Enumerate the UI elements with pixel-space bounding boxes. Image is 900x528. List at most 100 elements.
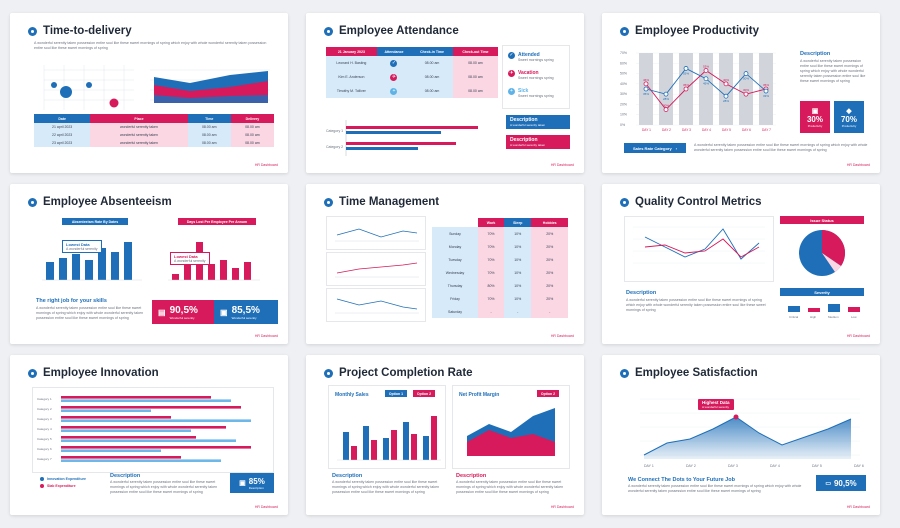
legend-label: Vacation <box>518 70 539 76</box>
table-row: Kim E. Anderson ✈ 08.00 am 08.00 am <box>326 70 498 84</box>
bubble <box>86 82 92 88</box>
slide-title: Employee Innovation <box>43 367 159 379</box>
slide-title: Employee Satisfaction <box>635 367 758 379</box>
attendance-bar-chart: Category 1 Category 2 <box>326 120 478 156</box>
column-bar <box>719 53 733 125</box>
bar <box>423 436 429 460</box>
sales-rate-category-button[interactable]: Sales Rate Category › <box>624 143 686 153</box>
bar <box>61 456 181 459</box>
description-title: Description <box>110 473 141 479</box>
description-title: Description <box>332 473 363 479</box>
data-label: 40% <box>723 78 729 82</box>
description-text: A wonderful serenity taken possession en… <box>628 484 802 493</box>
footer-label: HR Dashboard <box>254 334 278 338</box>
severity-label: Low <box>851 315 857 319</box>
slide-time-management[interactable]: Time Management Work Sleep Hobbies Sunday 7… <box>306 184 584 344</box>
bubble <box>60 86 72 98</box>
option-2-button[interactable]: Option 2 <box>413 390 435 397</box>
net-profit-panel: Net Profit Margin Option 2 <box>452 385 570 469</box>
footer-label: HR Dashboard <box>846 163 870 167</box>
legend-label: Sick <box>518 88 529 94</box>
column-header: Check-out Time <box>452 47 498 56</box>
bar <box>431 416 437 460</box>
slide-title: Employee Attendance <box>339 25 459 37</box>
data-label: 35% <box>683 83 689 87</box>
bullet-icon <box>28 368 37 378</box>
bar <box>346 147 418 150</box>
footer-label: HR Dashboard <box>550 334 574 338</box>
legend: Innovation Expenditure Slab Expenditure <box>40 477 86 488</box>
slide-project-completion-rate[interactable]: Project Completion Rate Monthly Sales Op… <box>306 355 584 515</box>
slide-employee-innovation[interactable]: Employee Innovation Category 1 Category 2… <box>10 355 288 515</box>
bar <box>61 406 241 409</box>
option-1-button[interactable]: Option 1 <box>385 390 407 397</box>
category-label: Category 6 <box>37 447 52 451</box>
bar <box>61 459 221 462</box>
bar <box>184 258 191 280</box>
productivity-line-chart: 0% 10% 20% 30% 40% 50% 60% 70% DAY 1 DAY 2 DAY 3 DA… <box>620 51 776 132</box>
line-series <box>643 416 852 456</box>
slide-employee-attendance[interactable]: Employee Attendance 21 January 2023 Atte… <box>306 13 584 173</box>
category-label: Category 2 <box>37 407 52 411</box>
data-point <box>763 88 769 94</box>
bar <box>61 436 196 439</box>
stat-card: ◆ 70% Productivity <box>834 101 864 133</box>
data-point <box>683 66 689 71</box>
calendar-icon: ▤ <box>158 307 166 317</box>
bullet-icon <box>28 26 37 36</box>
data-label: 53% <box>703 64 709 68</box>
data-label: 33% <box>763 94 769 98</box>
description-card: Description A wonderful serenity taken <box>506 135 570 149</box>
table-row: Wednesday 70% 10% 20% <box>432 266 568 279</box>
slide-employee-productivity[interactable]: Employee Productivity 0% 10% 20% 30% 40% 50% 6… <box>602 13 880 173</box>
x-tick-label: DAY 4 <box>770 464 780 468</box>
bar <box>848 307 860 312</box>
table-row: Timothy M. Tolliver +08.00 am 08.00 am <box>326 84 498 98</box>
bullet-icon <box>620 197 629 207</box>
option-2-button[interactable]: Option 2 <box>537 390 559 397</box>
slide-employee-satisfaction[interactable]: Employee Satisfaction DAY 1 DAY 2 DAY 3 DAY… <box>602 355 880 515</box>
column-header: Attendance <box>376 47 412 56</box>
slide-title: Employee Productivity <box>635 25 759 37</box>
bar <box>343 432 349 460</box>
bar <box>61 439 236 442</box>
y-tick-label: 70% <box>620 51 627 55</box>
bar <box>208 264 215 280</box>
bar <box>85 260 93 280</box>
legend-label: Attended <box>518 52 540 58</box>
table-row: Friday 70% 10% 20% <box>432 292 568 305</box>
column-header: 21 January 2023 <box>326 47 377 56</box>
bar <box>220 260 227 280</box>
footer-label: HR Dashboard <box>254 505 278 509</box>
data-point <box>723 81 729 87</box>
table-row: Tuesday 70% 10% 20% <box>432 253 568 266</box>
severity-label: High <box>810 315 817 319</box>
bar <box>351 446 357 460</box>
x-tick-label: DAY 4 <box>702 128 711 132</box>
x-tick-label: DAY 3 <box>682 128 691 132</box>
stat-card: ▭ 90,5% <box>816 475 866 491</box>
slide-employee-absenteeism[interactable]: Employee Absenteeism Absenteeism Rate By… <box>10 184 288 344</box>
category-label: Category 4 <box>37 427 52 431</box>
data-label: 50% <box>743 77 749 81</box>
bar <box>808 308 820 312</box>
slide-time-to-delivery[interactable]: Time-to-delivery A wonderful serenity ta… <box>10 13 288 173</box>
stat-card: ▣ 85% Description <box>230 473 274 493</box>
bar <box>111 252 119 280</box>
bar <box>61 409 151 412</box>
bar <box>411 434 417 460</box>
mini-chart <box>326 252 426 286</box>
x-tick-label: DAY 6 <box>742 128 751 132</box>
description-text: A wonderful serenity taken possession en… <box>456 480 564 494</box>
bar <box>61 396 211 399</box>
intro-text: A wonderful serenity taken possession en… <box>34 41 267 50</box>
data-point <box>643 86 649 92</box>
bar <box>61 449 161 452</box>
briefcase-icon: ▣ <box>220 307 228 317</box>
subtitle: We Connect The Dots to Your Future Job <box>628 477 735 483</box>
data-point <box>643 81 649 87</box>
mini-chart <box>326 288 426 322</box>
slide-quality-control-metrics[interactable]: Quality Control Metrics Issue Status Sev… <box>602 184 880 344</box>
slide-title: Quality Control Metrics <box>635 196 762 208</box>
description-title: Description <box>800 51 831 57</box>
